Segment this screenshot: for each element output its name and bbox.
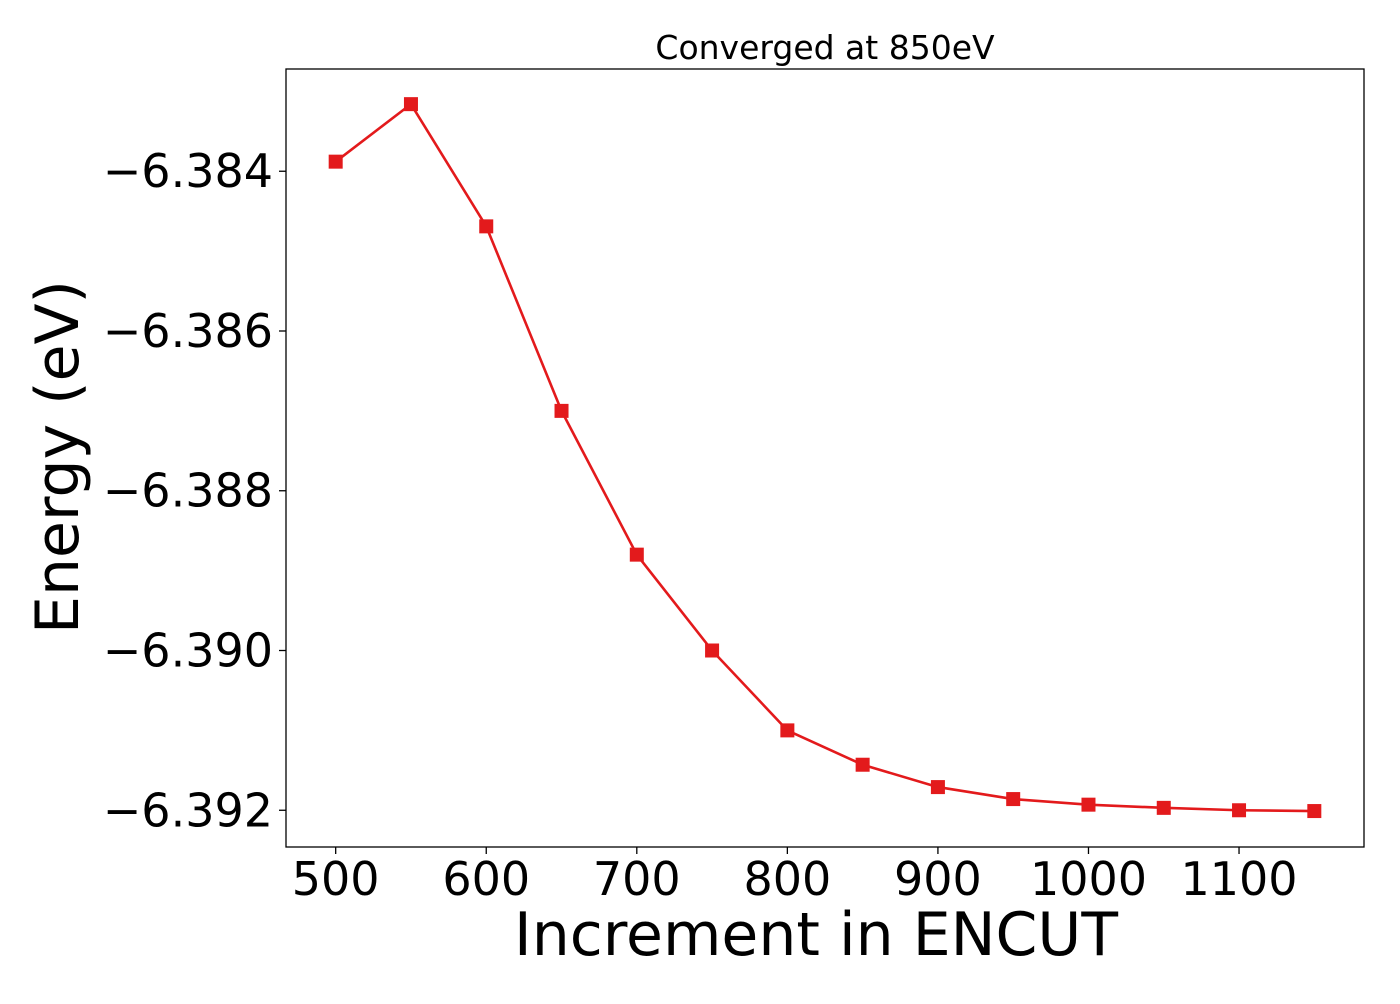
y-tick-label: −6.388 [103, 464, 273, 518]
x-tick-label: 800 [743, 852, 831, 906]
x-tick-label: 600 [442, 852, 530, 906]
chart-title: Converged at 850eV [655, 28, 995, 67]
y-axis-ticks: −6.384 −6.386 −6.388 −6.390 −6.392 [103, 144, 286, 837]
y-tick-label: −6.392 [103, 783, 273, 837]
data-point [855, 757, 870, 772]
data-point [1156, 800, 1171, 815]
y-tick-label: −6.390 [103, 624, 273, 678]
data-point [554, 403, 569, 418]
data-point [479, 219, 494, 234]
y-tick-label: −6.384 [103, 144, 273, 198]
y-tick-label: −6.386 [103, 304, 273, 358]
data-point [1232, 803, 1247, 818]
y-axis-label: Energy (eV) [23, 280, 93, 634]
series-line [334, 102, 1315, 813]
x-tick-label: 1100 [1180, 852, 1297, 906]
x-tick-label: 900 [894, 852, 982, 906]
data-point [705, 643, 720, 658]
data-point [403, 97, 418, 112]
x-tick-label: 500 [292, 852, 380, 906]
data-point [1081, 797, 1096, 812]
data-point [629, 547, 644, 562]
data-point [930, 780, 945, 795]
plot-frame [285, 68, 1365, 848]
series-layer [328, 97, 1322, 819]
data-point [1006, 792, 1021, 807]
x-tick-label: 700 [593, 852, 681, 906]
x-axis-ticks: 500 600 700 800 900 1000 1100 [292, 847, 1298, 906]
data-point [1307, 804, 1322, 819]
x-tick-label: 1000 [1030, 852, 1147, 906]
data-point [328, 154, 343, 169]
data-point [780, 723, 795, 738]
x-axis-label: Increment in ENCUT [514, 900, 1118, 970]
